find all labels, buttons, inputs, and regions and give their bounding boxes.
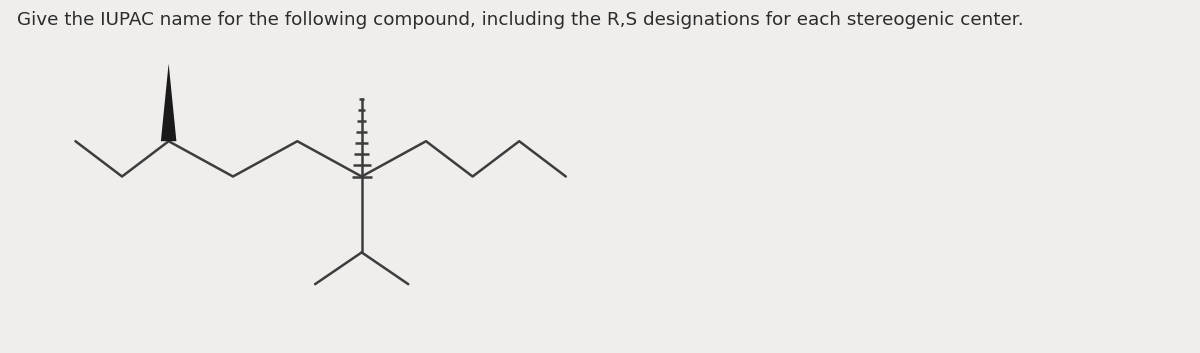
Polygon shape: [161, 64, 176, 141]
Text: Give the IUPAC name for the following compound, including the R,S designations f: Give the IUPAC name for the following co…: [17, 11, 1024, 29]
